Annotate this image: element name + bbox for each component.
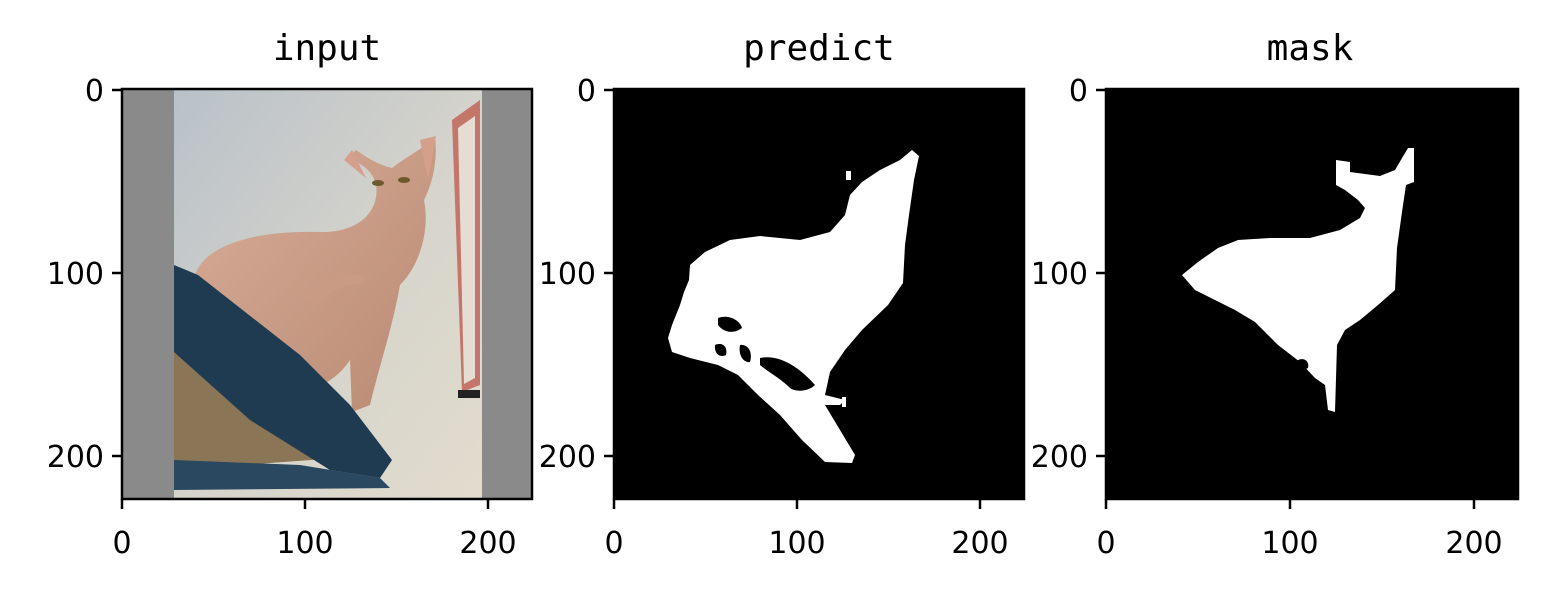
x-tick-label: 0	[1096, 526, 1115, 561]
mask-hole	[1294, 359, 1309, 370]
predict-mask-image	[614, 89, 1024, 499]
y-tick-label: 100	[539, 257, 596, 292]
y-tick-label: 0	[577, 74, 596, 109]
predicted-region	[668, 150, 919, 463]
mask-hole	[714, 344, 727, 356]
y-ticks: 0 100 200	[1031, 74, 1106, 475]
panel-mask: mask 0 100 200 0 100 200	[1031, 28, 1520, 561]
mask-hole	[760, 357, 815, 391]
mask-hole	[739, 344, 751, 363]
truth-region	[1182, 148, 1414, 412]
panel-title: predict	[743, 28, 895, 69]
y-ticks: 0 100 200	[47, 74, 122, 475]
predicted-fragment	[842, 397, 846, 407]
x-tick-label: 200	[459, 526, 516, 561]
y-tick-label: 200	[47, 440, 104, 475]
x-tick-label: 100	[768, 526, 825, 561]
x-tick-label: 200	[1445, 526, 1502, 561]
panel-predict: predict 0 100 200 0 100 200	[539, 28, 1026, 561]
x-tick-label: 0	[112, 526, 131, 561]
y-tick-label: 200	[1031, 440, 1088, 475]
panel-title: input	[273, 28, 381, 69]
input-photo	[122, 89, 532, 499]
x-tick-label: 0	[604, 526, 623, 561]
x-tick-label: 100	[1261, 526, 1318, 561]
mask-hole	[718, 316, 742, 332]
panel-title: mask	[1267, 28, 1354, 69]
y-ticks: 0 100 200	[539, 74, 614, 475]
axes-frame	[120, 87, 534, 501]
y-tick-label: 100	[47, 257, 104, 292]
y-tick-label: 200	[539, 440, 596, 475]
predicted-fragment	[846, 171, 851, 180]
panel-input: input	[47, 28, 534, 561]
axes-frame	[612, 87, 1026, 501]
axes-frame	[1104, 87, 1520, 501]
truth-mask-image	[1106, 89, 1518, 499]
y-tick-label: 0	[85, 74, 104, 109]
x-tick-label: 100	[276, 526, 333, 561]
x-ticks: 0 100 200	[1096, 499, 1503, 561]
x-ticks: 0 100 200	[604, 499, 1009, 561]
y-tick-label: 100	[1031, 257, 1088, 292]
x-tick-label: 200	[951, 526, 1008, 561]
y-tick-label: 0	[1069, 74, 1088, 109]
x-ticks: 0 100 200	[112, 499, 517, 561]
